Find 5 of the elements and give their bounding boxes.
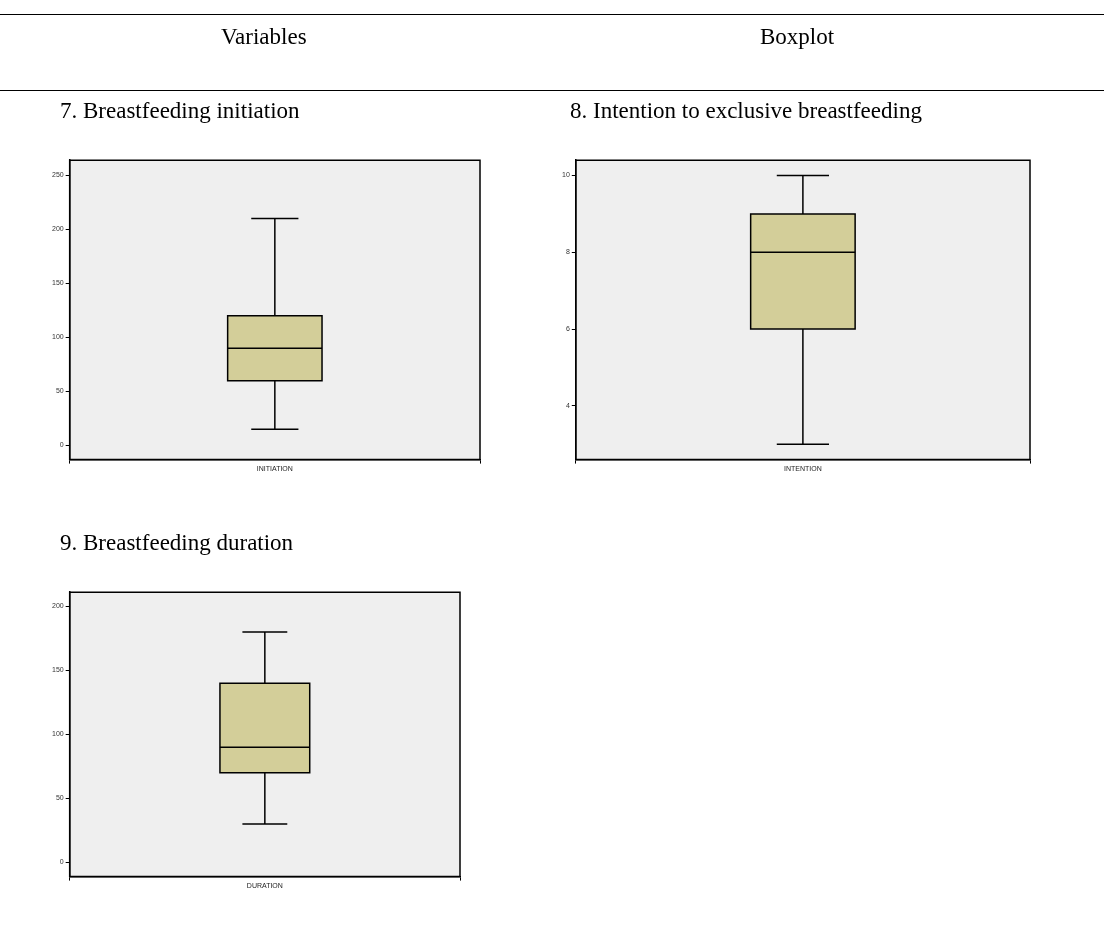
text: Boxplot [760, 24, 835, 50]
text: Variables [221, 24, 307, 50]
chart-title: 7. Breastfeeding initiation [59, 98, 301, 124]
chart-title: 9. Breastfeeding duration [59, 530, 295, 556]
chart-title: 8. Intention to exclusive breastfeeding [569, 98, 923, 124]
